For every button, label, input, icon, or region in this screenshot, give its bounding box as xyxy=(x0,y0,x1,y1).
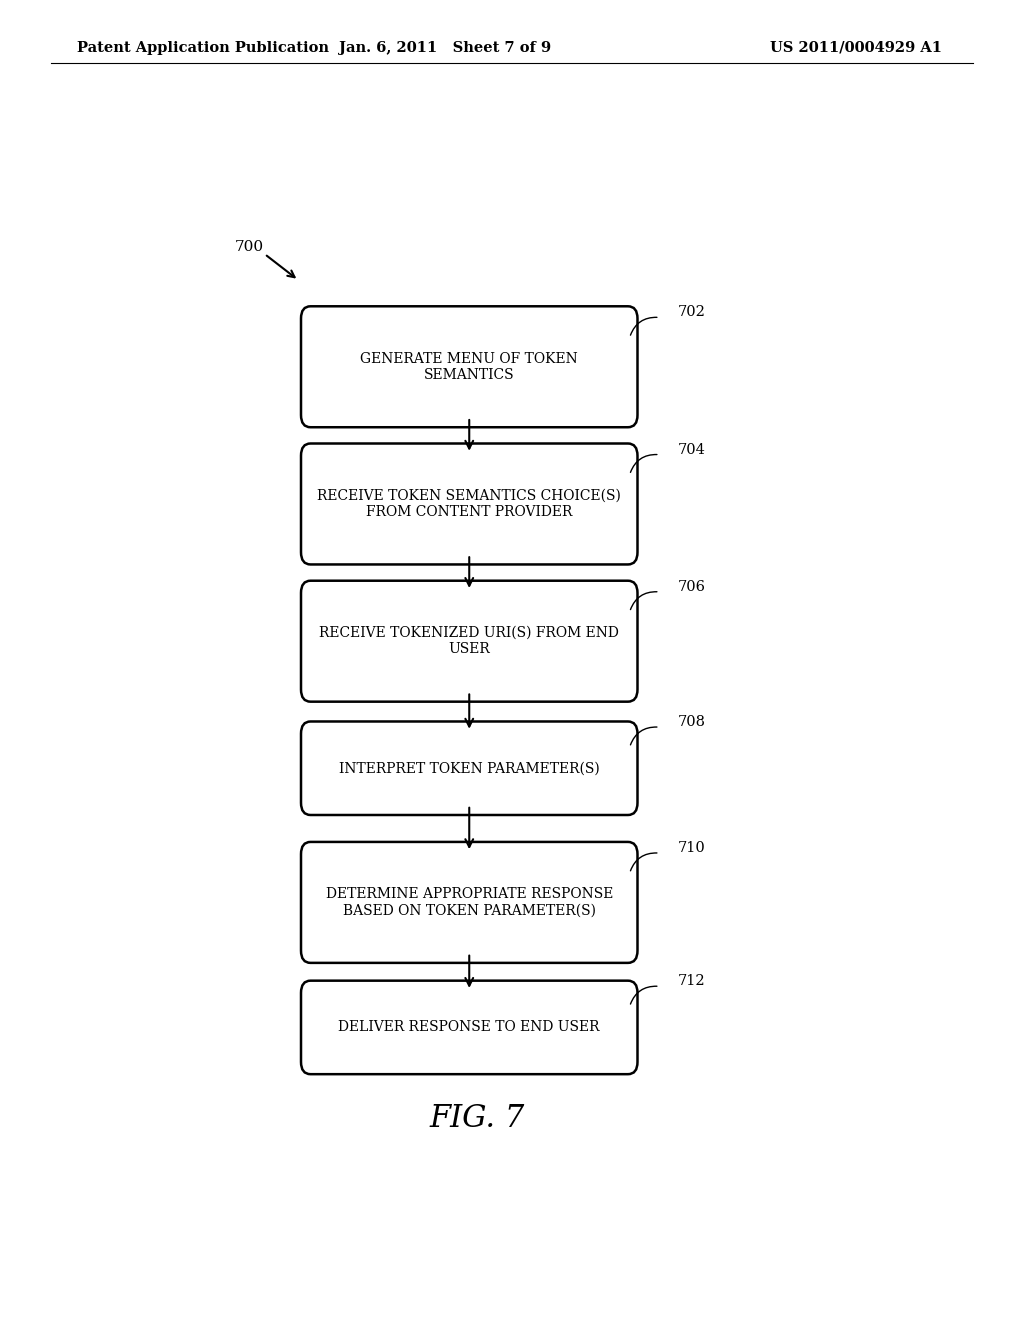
Text: 702: 702 xyxy=(678,305,706,319)
Text: GENERATE MENU OF TOKEN
SEMANTICS: GENERATE MENU OF TOKEN SEMANTICS xyxy=(360,351,579,381)
Text: 710: 710 xyxy=(678,841,706,855)
FancyBboxPatch shape xyxy=(301,581,638,702)
Text: US 2011/0004929 A1: US 2011/0004929 A1 xyxy=(770,41,942,54)
Text: RECEIVE TOKEN SEMANTICS CHOICE(S)
FROM CONTENT PROVIDER: RECEIVE TOKEN SEMANTICS CHOICE(S) FROM C… xyxy=(317,488,622,519)
Text: Jan. 6, 2011   Sheet 7 of 9: Jan. 6, 2011 Sheet 7 of 9 xyxy=(339,41,552,54)
Text: DETERMINE APPROPRIATE RESPONSE
BASED ON TOKEN PARAMETER(S): DETERMINE APPROPRIATE RESPONSE BASED ON … xyxy=(326,887,613,917)
FancyBboxPatch shape xyxy=(301,306,638,428)
Text: DELIVER RESPONSE TO END USER: DELIVER RESPONSE TO END USER xyxy=(339,1020,600,1035)
Text: Patent Application Publication: Patent Application Publication xyxy=(77,41,329,54)
Text: 700: 700 xyxy=(236,240,264,253)
Text: 712: 712 xyxy=(678,974,706,989)
FancyBboxPatch shape xyxy=(301,444,638,565)
FancyBboxPatch shape xyxy=(301,722,638,814)
Text: FIG. 7: FIG. 7 xyxy=(429,1104,525,1134)
Text: 704: 704 xyxy=(678,442,706,457)
Text: INTERPRET TOKEN PARAMETER(S): INTERPRET TOKEN PARAMETER(S) xyxy=(339,762,600,775)
FancyBboxPatch shape xyxy=(301,842,638,962)
Text: 706: 706 xyxy=(678,579,706,594)
Text: RECEIVE TOKENIZED URI(S) FROM END
USER: RECEIVE TOKENIZED URI(S) FROM END USER xyxy=(319,626,620,656)
Text: 708: 708 xyxy=(678,715,706,729)
FancyBboxPatch shape xyxy=(301,981,638,1074)
